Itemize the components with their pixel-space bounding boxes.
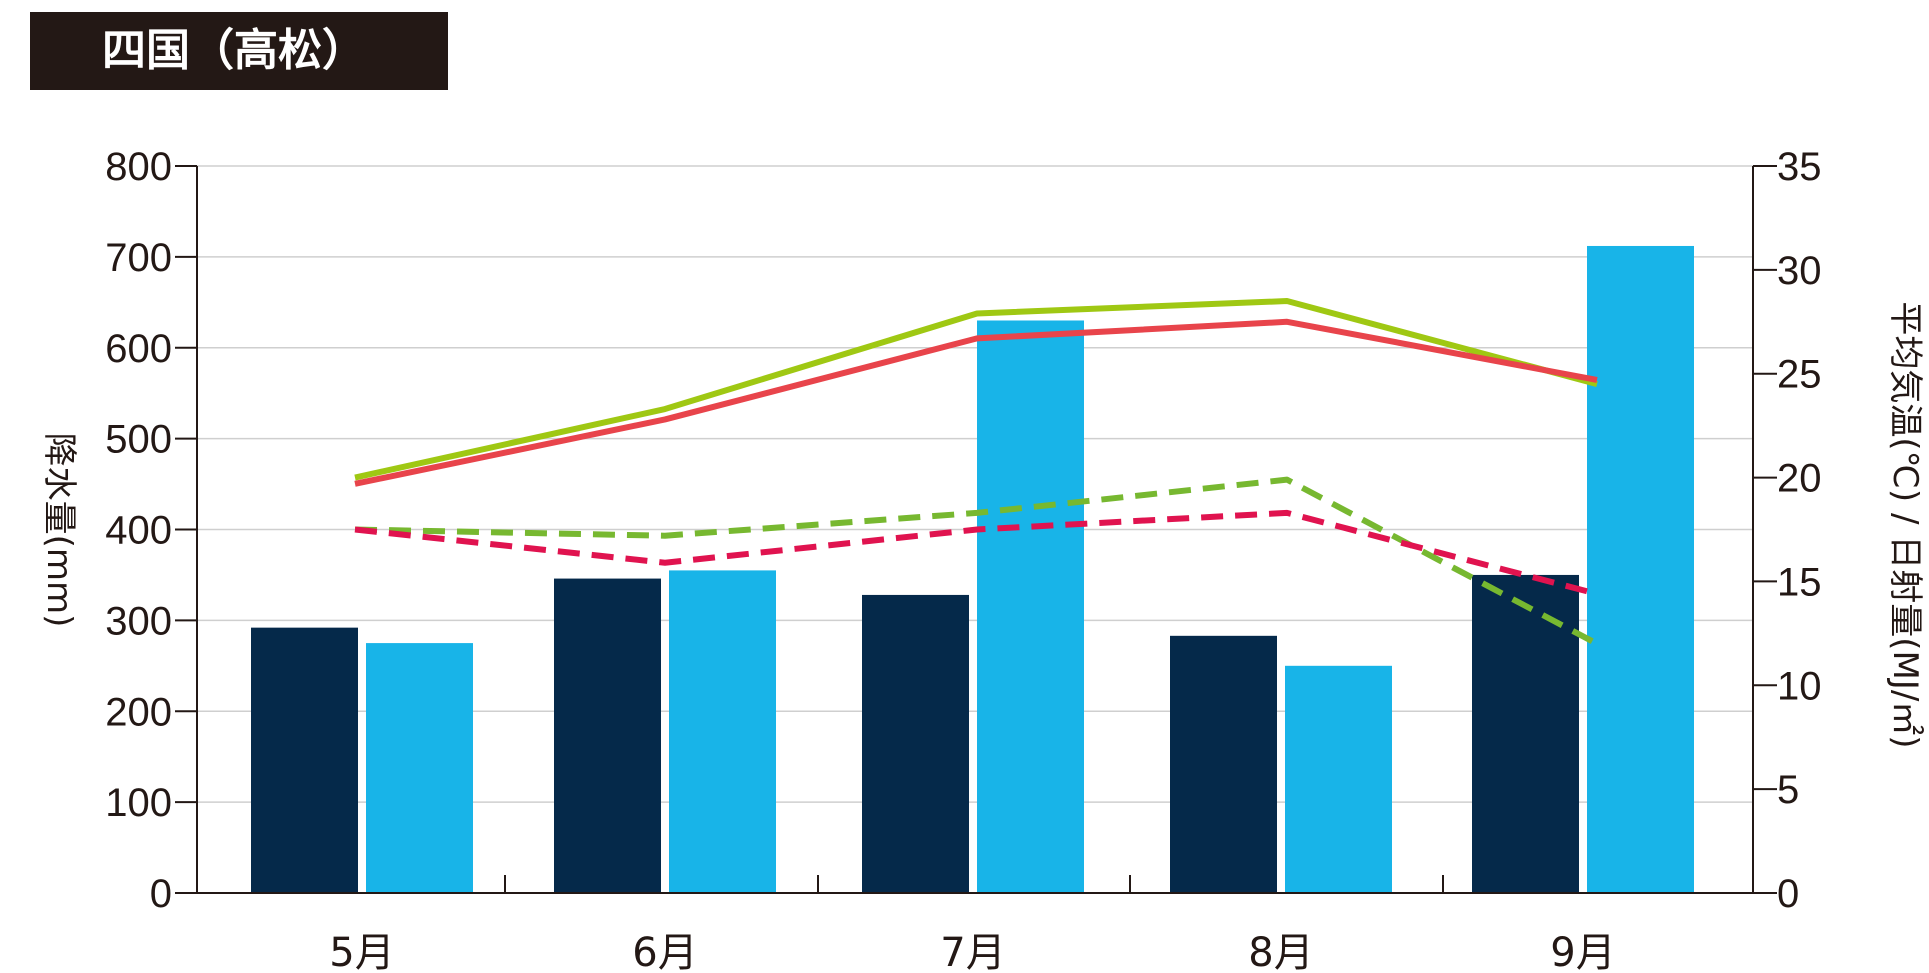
y-right-tick-label: 25 — [1777, 353, 1822, 397]
ticks-layer: 0 100 200 300 400 500 600 700 800 0 5 10 15 20 25 30 35 5… — [105, 145, 1821, 973]
x-tick-label: 8月 — [1248, 930, 1313, 973]
y-right-tick-label: 5 — [1777, 768, 1799, 812]
y-left-tick-label: 700 — [105, 236, 172, 280]
x-tick-label: 9月 — [1550, 930, 1615, 973]
line-series-2 — [354, 318, 1598, 487]
axes-layer — [175, 165, 1777, 894]
y-right-tick-label: 0 — [1777, 872, 1799, 916]
bar-series-1-5 — [1472, 574, 1579, 893]
y-left-tick-label: 300 — [105, 599, 172, 643]
y-left-tick-label: 800 — [105, 145, 172, 189]
bars-layer — [251, 245, 1694, 894]
grid-layer — [197, 165, 1753, 803]
line-series-4 — [354, 509, 1598, 597]
y-axis-left-label: 降水量(mm) — [39, 433, 79, 628]
bar-series-2-2 — [669, 570, 776, 893]
bar-series-1-2 — [554, 578, 661, 893]
bar-series-1-4 — [1170, 635, 1277, 893]
bar-series-2-4 — [1285, 665, 1392, 893]
y-right-tick-label: 35 — [1777, 145, 1822, 189]
x-tick-label: 5月 — [329, 930, 394, 973]
bar-series-1-3 — [862, 594, 969, 893]
bar-series-1-1 — [251, 627, 358, 893]
y-right-tick-label: 15 — [1777, 560, 1822, 604]
x-tick-label: 6月 — [632, 930, 697, 973]
y-left-tick-label: 0 — [150, 872, 172, 916]
y-left-tick-label: 200 — [105, 690, 172, 734]
y-left-tick-label: 500 — [105, 418, 172, 462]
bar-series-2-1 — [366, 643, 473, 893]
bar-series-2-5 — [1587, 245, 1694, 894]
bar-series-2-3 — [977, 320, 1084, 893]
y-left-tick-label: 100 — [105, 781, 172, 825]
lines-layer — [354, 298, 1599, 647]
y-right-tick-label: 20 — [1777, 457, 1822, 501]
chart-title: 四国（高松） — [30, 12, 448, 90]
y-right-tick-label: 10 — [1777, 664, 1822, 708]
y-axis-right-label: 平均気温(℃) / 日射量(MJ/㎡) — [1885, 301, 1925, 748]
x-tick-label: 7月 — [940, 930, 1005, 973]
y-left-tick-label: 600 — [105, 327, 172, 371]
y-left-tick-label: 400 — [105, 509, 172, 553]
y-right-tick-label: 30 — [1777, 249, 1822, 293]
line-series-3 — [354, 476, 1599, 647]
line-series-1 — [354, 298, 1598, 481]
